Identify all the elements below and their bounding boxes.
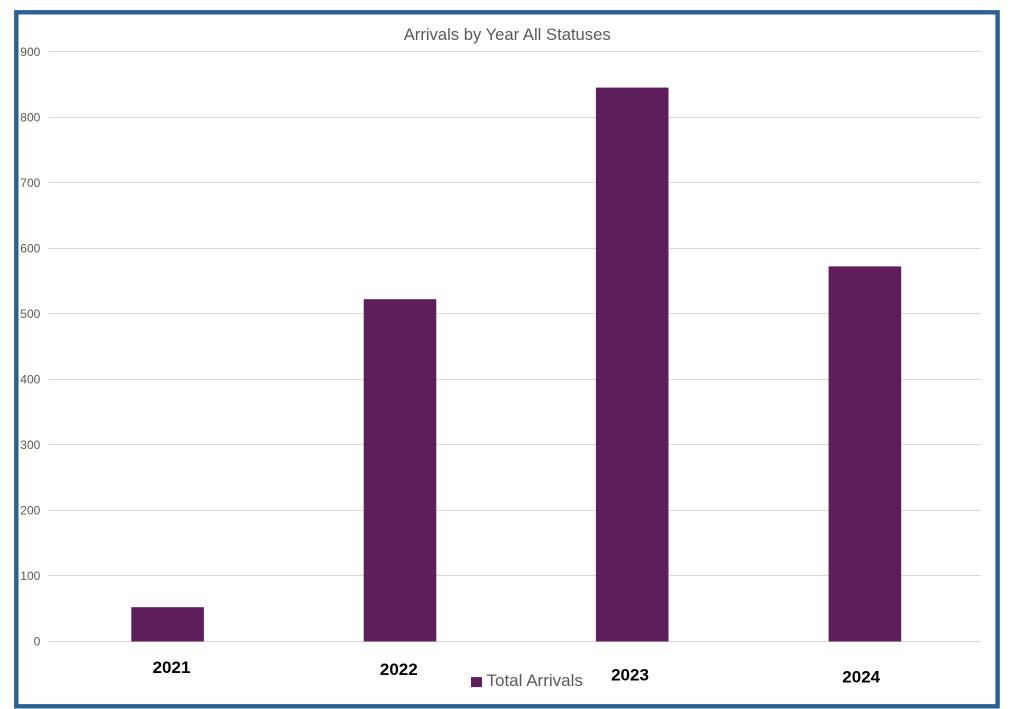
svg-text:300: 300 [20,438,40,452]
svg-text:500: 500 [20,307,40,321]
svg-text:2021: 2021 [153,658,191,677]
svg-text:400: 400 [20,372,40,386]
svg-text:0: 0 [34,635,41,649]
svg-text:800: 800 [20,110,40,124]
svg-text:200: 200 [20,504,40,518]
svg-text:600: 600 [20,241,40,255]
svg-text:2024: 2024 [842,668,880,687]
svg-text:700: 700 [20,176,40,190]
svg-text:Total Arrivals: Total Arrivals [487,671,583,690]
svg-text:2023: 2023 [611,665,649,684]
svg-text:100: 100 [20,569,40,583]
svg-text:900: 900 [20,45,40,59]
svg-text:Arrivals by Year All Statuses: Arrivals by Year All Statuses [404,25,611,44]
svg-text:2022: 2022 [380,660,418,679]
